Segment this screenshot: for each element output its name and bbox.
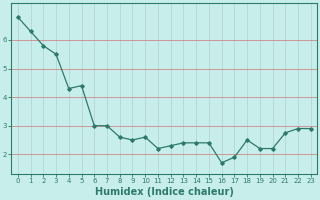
X-axis label: Humidex (Indice chaleur): Humidex (Indice chaleur) bbox=[95, 187, 234, 197]
